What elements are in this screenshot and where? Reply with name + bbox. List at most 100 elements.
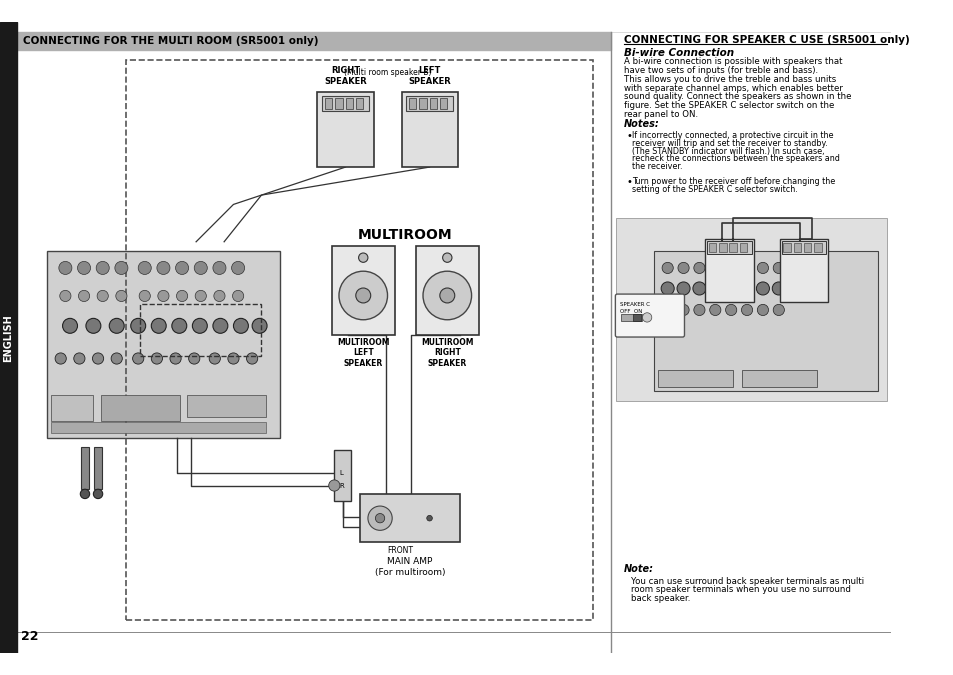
Circle shape (439, 288, 455, 303)
Text: recheck the connections between the speakers and: recheck the connections between the spea… (632, 155, 840, 163)
Circle shape (772, 263, 783, 273)
Text: the receiver.: the receiver. (632, 163, 682, 171)
Circle shape (152, 319, 166, 333)
Bar (633, 314, 639, 321)
Bar (345, 98, 353, 109)
Circle shape (110, 319, 124, 333)
Bar (322, 96, 369, 111)
Circle shape (661, 263, 673, 273)
Text: LEFT
SPEAKER: LEFT SPEAKER (408, 66, 451, 86)
Bar (101, 395, 180, 421)
Circle shape (757, 263, 768, 273)
Circle shape (771, 282, 784, 295)
Text: Bi-wire Connection: Bi-wire Connection (623, 47, 733, 57)
Circle shape (195, 290, 206, 302)
Circle shape (740, 282, 753, 295)
Text: (Multi room speaker B): (Multi room speaker B) (343, 68, 431, 78)
Text: Turn power to the receiver off before changing the: Turn power to the receiver off before ch… (632, 178, 835, 186)
Circle shape (426, 516, 432, 521)
Text: room speaker terminals when you use no surround: room speaker terminals when you use no s… (631, 585, 850, 595)
Circle shape (93, 489, 103, 499)
Circle shape (772, 304, 783, 315)
Circle shape (233, 319, 248, 333)
Circle shape (111, 353, 122, 364)
Bar (0, 22, 17, 653)
Circle shape (193, 319, 207, 333)
Bar (653, 251, 877, 392)
Bar (739, 243, 746, 252)
Circle shape (92, 353, 104, 364)
Circle shape (329, 480, 339, 491)
Bar (719, 243, 726, 252)
Text: rear panel to ON.: rear panel to ON. (623, 110, 698, 119)
Circle shape (189, 353, 199, 364)
Bar (616, 219, 886, 400)
Circle shape (757, 304, 768, 315)
Text: RIGHT
SPEAKER: RIGHT SPEAKER (324, 66, 367, 86)
Text: Notes:: Notes: (623, 119, 659, 128)
Bar (779, 239, 827, 302)
Circle shape (692, 282, 705, 295)
Bar (781, 241, 825, 254)
Circle shape (693, 304, 704, 315)
Text: 22: 22 (21, 630, 38, 643)
Text: SPEAKER C: SPEAKER C (619, 302, 649, 306)
Text: ENGLISH: ENGLISH (4, 314, 13, 362)
Circle shape (756, 282, 769, 295)
Circle shape (80, 489, 90, 499)
Circle shape (246, 353, 257, 364)
Bar (782, 243, 790, 252)
Circle shape (252, 319, 267, 333)
Circle shape (55, 353, 66, 364)
Bar (439, 98, 447, 109)
Bar (317, 92, 374, 167)
Text: figure. Set the SPEAKER C selector switch on the: figure. Set the SPEAKER C selector switc… (623, 101, 833, 110)
Circle shape (375, 514, 384, 523)
Circle shape (157, 290, 169, 302)
Bar (708, 243, 716, 252)
Circle shape (138, 261, 152, 275)
Circle shape (63, 319, 77, 333)
Bar (334, 450, 351, 502)
Circle shape (213, 290, 225, 302)
Text: •: • (626, 131, 632, 140)
Text: This allows you to drive the treble and bass units: This allows you to drive the treble and … (623, 75, 835, 84)
Bar (803, 243, 811, 252)
Circle shape (176, 290, 188, 302)
Text: MULTIROOM: MULTIROOM (357, 227, 452, 242)
Bar (94, 448, 102, 489)
Bar (741, 370, 816, 387)
Bar (81, 448, 89, 489)
Circle shape (86, 319, 101, 333)
Bar (51, 422, 266, 433)
Circle shape (78, 290, 90, 302)
Text: A bi-wire connection is possible with speakers that: A bi-wire connection is possible with sp… (623, 57, 841, 66)
Bar (728, 243, 736, 252)
Bar (706, 241, 751, 254)
Bar (140, 304, 261, 356)
Bar (409, 98, 416, 109)
Circle shape (442, 253, 452, 263)
Circle shape (139, 290, 151, 302)
Circle shape (213, 319, 228, 333)
Text: MULTIROOM
RIGHT
SPEAKER: MULTIROOM RIGHT SPEAKER (420, 338, 473, 368)
Circle shape (232, 261, 244, 275)
Text: receiver will trip and set the receiver to standby.: receiver will trip and set the receiver … (632, 138, 827, 148)
Circle shape (77, 261, 91, 275)
Circle shape (725, 304, 736, 315)
Circle shape (708, 282, 721, 295)
Circle shape (194, 261, 207, 275)
Circle shape (209, 353, 220, 364)
Circle shape (228, 353, 239, 364)
Bar (418, 98, 426, 109)
Text: CONNECTING FOR SPEAKER C USE (SR5001 only): CONNECTING FOR SPEAKER C USE (SR5001 onl… (623, 35, 908, 45)
Bar (793, 243, 801, 252)
Circle shape (677, 282, 689, 295)
Text: sound quality. Connect the speakers as shown in the: sound quality. Connect the speakers as s… (623, 92, 850, 101)
Text: L: L (339, 470, 343, 477)
Text: You can use surround back speaker terminals as multi: You can use surround back speaker termin… (631, 577, 863, 586)
Text: FRONT: FRONT (387, 546, 414, 556)
Circle shape (132, 353, 144, 364)
Text: Note:: Note: (623, 564, 653, 574)
Circle shape (213, 261, 226, 275)
